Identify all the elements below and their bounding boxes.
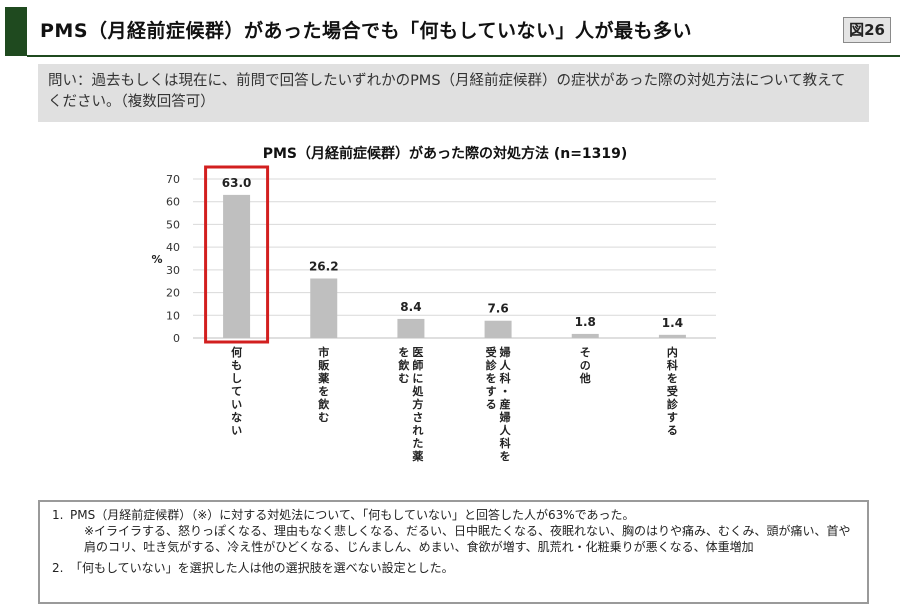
x-category-label: 何もしていない	[231, 345, 242, 437]
note-2-text: 「何もしていない」を選択した人は他の選択肢を選べない設定とした。	[70, 561, 454, 575]
y-axis-label: %	[151, 253, 162, 266]
x-category-label: 内科を受診する	[667, 345, 679, 437]
data-label: 8.4	[400, 300, 421, 314]
y-tick-label: 60	[166, 196, 180, 209]
y-tick-label: 50	[166, 218, 180, 231]
note-1-footnote: ※イライラする、怒りっぽくなる、理由もなく悲しくなる、だるい、日中眠たくなる、夜…	[84, 524, 851, 554]
x-category-label: 婦人科・産婦人科を	[499, 345, 512, 463]
y-tick-label: 30	[166, 264, 180, 277]
note-1: 1. PMS（月経前症候群）（※）に対する対処法について、「何もしていない」と回…	[52, 507, 855, 555]
y-tick-label: 0	[173, 332, 180, 345]
note-1-text: PMS（月経前症候群）（※）に対する対処法について、「何もしていない」と回答した…	[70, 508, 635, 522]
bar	[310, 278, 338, 338]
data-label: 1.4	[662, 316, 683, 330]
y-tick-label: 70	[166, 173, 180, 186]
page-title: PMS（月経前症候群）があった場合でも「何もしていない」人が最も多い	[40, 20, 692, 42]
data-label: 26.2	[309, 259, 339, 273]
data-label: 63.0	[222, 176, 252, 190]
chart-title: PMS（月経前症候群）があった際の対処方法 (n=1319)	[263, 145, 628, 162]
bar	[223, 194, 251, 338]
bar	[484, 320, 512, 338]
x-category-label: を飲む	[397, 346, 410, 385]
bar	[571, 333, 599, 338]
x-category-label: その他	[579, 346, 591, 385]
x-category-label: 受診をする	[486, 345, 498, 411]
header-accent-bar	[5, 7, 27, 56]
note-1-number: 1.	[52, 508, 64, 522]
figure-badge: 図26	[843, 17, 891, 43]
y-tick-label: 20	[166, 287, 180, 300]
bar-chart: PMS（月経前症候群）があった際の対処方法 (n=1319) 0 10 20 30 40 5…	[151, 145, 716, 463]
header-underline	[27, 55, 900, 57]
y-tick-label: 40	[166, 241, 180, 254]
x-category-label: 市販薬を飲む	[317, 345, 330, 424]
data-label: 1.8	[575, 315, 596, 329]
notes-box: 1. PMS（月経前症候群）（※）に対する対処法について、「何もしていない」と回…	[38, 500, 869, 604]
bar	[658, 334, 686, 338]
data-label: 7.6	[487, 302, 508, 316]
question-box: 問い：過去もしくは現在に、前問で回答したいずれかのPMS（月経前症候群）の症状が…	[38, 64, 869, 122]
x-category-label: 医師に処方された薬	[411, 346, 424, 463]
note-2: 2. 「何もしていない」を選択した人は他の選択肢を選べない設定とした。	[52, 560, 855, 576]
bar	[397, 318, 425, 338]
y-tick-label: 10	[166, 309, 180, 322]
note-2-number: 2.	[52, 561, 64, 575]
highlight-box	[204, 165, 270, 344]
